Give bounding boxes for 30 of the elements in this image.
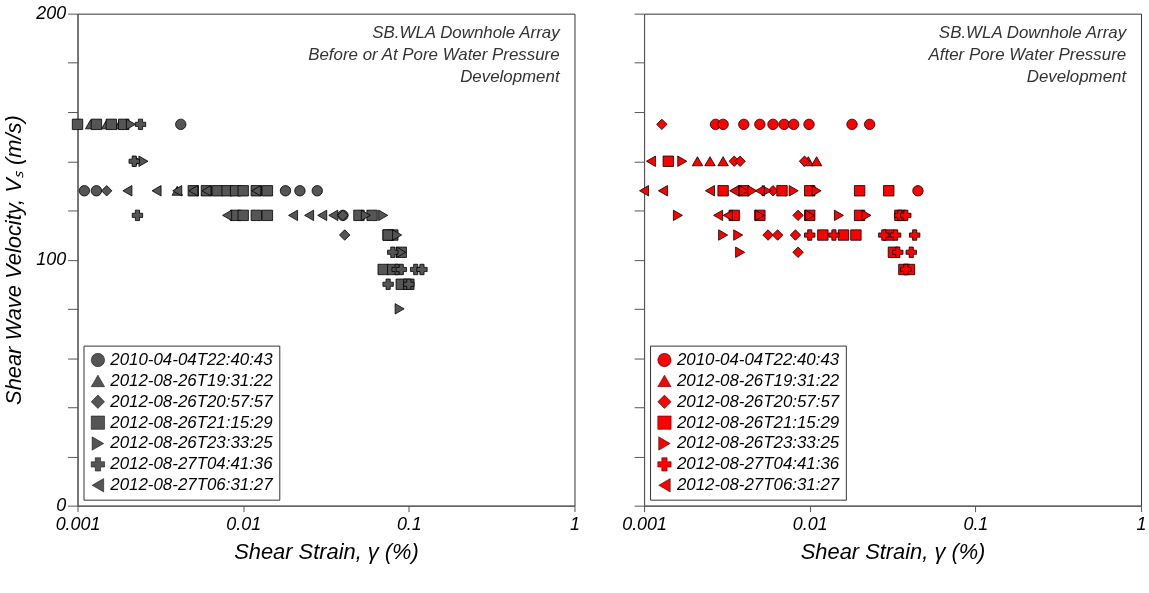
legend-label: 2012-08-26T21:15:29 — [109, 412, 274, 432]
annotation: SB.WLA Downhole Array After Pore Water Pressure Development — [927, 23, 1128, 87]
y-tick-label: 200 — [35, 3, 67, 24]
x-axis-title: Shear Strain, γ (%) — [234, 538, 419, 564]
legend-label: 2012-08-26T19:31:22 — [675, 370, 840, 390]
x-tick-label: 1 — [570, 514, 580, 534]
legend-label: 2010-04-04T22:40:43 — [675, 350, 840, 369]
legend-label: 2012-08-26T20:57:57 — [675, 391, 840, 411]
legend-label: 2012-08-26T23:33:25 — [675, 433, 840, 453]
legend-label: 2012-08-26T23:33:25 — [109, 433, 274, 453]
x-tick-label: 0.01 — [226, 514, 262, 534]
legend-label: 2012-08-27T04:41:36 — [675, 454, 840, 474]
y-axis-title: Shear Wave Velocity, Vₛ (m/s) — [1, 115, 27, 405]
x-tick-label: 0.1 — [396, 514, 422, 534]
legend-label: 2012-08-26T19:31:22 — [109, 370, 274, 390]
x-tick-label: 0.01 — [792, 514, 828, 534]
y-tick-label: 0 — [56, 495, 67, 516]
legend-label: 2012-08-26T20:57:57 — [109, 391, 274, 411]
x-axis-title: Shear Strain, γ (%) — [800, 538, 986, 564]
legend-label: 2012-08-26T21:15:29 — [675, 412, 840, 432]
annotation: SB.WLA Downhole Array Before or At Pore Water Pressure Development — [308, 23, 562, 87]
x-tick-label: 0.001 — [622, 514, 667, 534]
legend-label: 2012-08-27T04:41:36 — [109, 454, 274, 474]
legend-label: 2012-08-27T06:31:27 — [109, 475, 274, 495]
legend-label: 2012-08-27T06:31:27 — [675, 475, 840, 495]
x-tick-label: 0.001 — [55, 514, 101, 534]
x-tick-label: 1 — [1136, 514, 1147, 534]
legend-label: 2010-04-04T22:40:43 — [109, 350, 274, 369]
y-tick-label: 100 — [36, 249, 67, 270]
x-tick-label: 0.1 — [963, 514, 989, 534]
